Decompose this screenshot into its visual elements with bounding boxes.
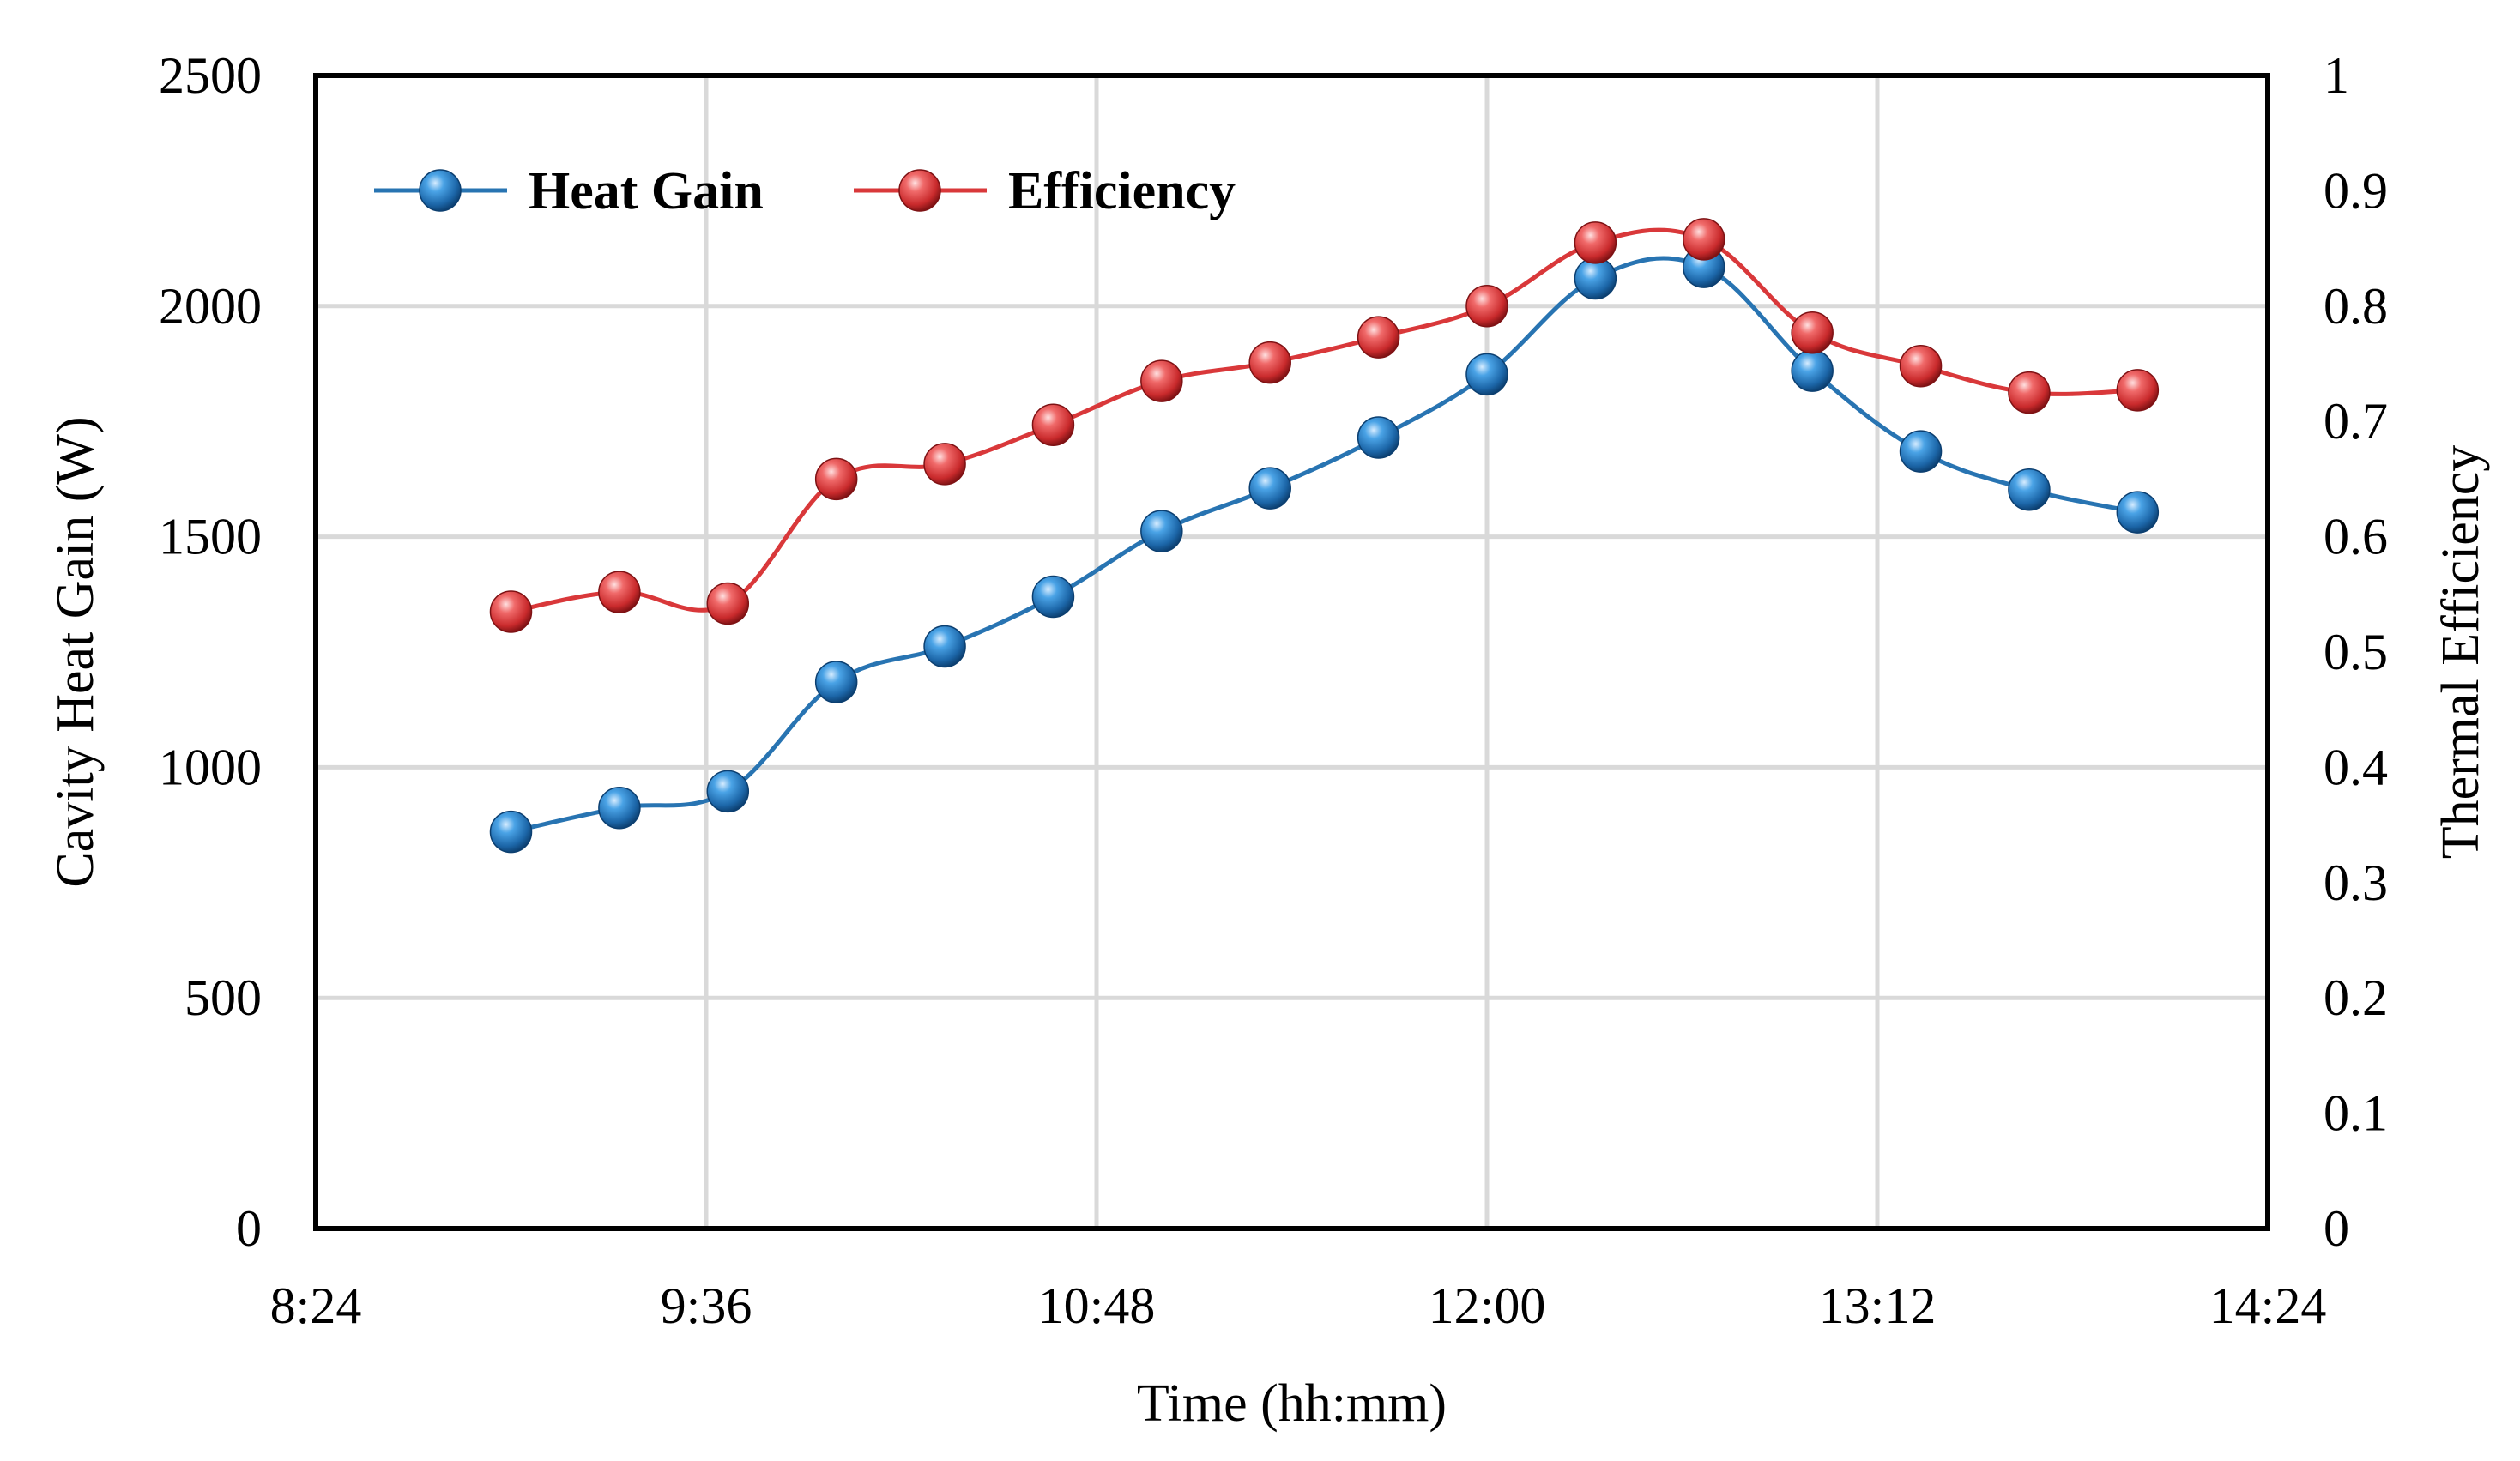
y-right-tick-label: 0.8 [2324, 278, 2388, 335]
data-point-heat-gain [923, 625, 966, 668]
x-tick-label: 8:24 [270, 1277, 362, 1334]
grid-lines [313, 73, 2270, 1231]
data-point-heat-gain [1357, 416, 1400, 459]
data-point-heat-gain [1031, 575, 1075, 619]
legend: Heat Gain Efficiency [374, 162, 1236, 220]
y-right-axis-title: Thermal Efficiency [2432, 445, 2490, 860]
data-point-heat-gain [1899, 430, 1943, 473]
data-point-heat-gain [2008, 468, 2051, 511]
legend-label-efficiency: Efficiency [1008, 162, 1236, 220]
series-efficiency [489, 218, 2160, 633]
y-left-tick-label: 2500 [159, 47, 262, 104]
x-tick-label: 9:36 [661, 1277, 752, 1334]
x-tick-label: 13:12 [1819, 1277, 1937, 1334]
data-point-efficiency [1683, 218, 1725, 261]
y-left-tick-label: 0 [236, 1200, 262, 1257]
y-right-tick-label: 0.2 [2324, 969, 2388, 1026]
x-axis-title: Time (hh:mm) [1137, 1374, 1447, 1433]
data-point-efficiency [1574, 221, 1617, 264]
data-point-heat-gain [598, 786, 641, 830]
y-right-tick-label: 0.4 [2324, 739, 2388, 795]
series-line-efficiency [511, 227, 2138, 614]
series-line-heat-gain [510, 256, 2138, 835]
y-right-tick-label: 0.1 [2324, 1085, 2388, 1142]
data-point-efficiency [1140, 359, 1183, 402]
data-point-efficiency [706, 582, 750, 625]
data-point-heat-gain [1248, 467, 1291, 510]
data-point-heat-gain [1574, 257, 1617, 300]
data-point-efficiency [1031, 403, 1075, 446]
legend-marker-heat-gain [419, 169, 462, 212]
data-point-heat-gain [2116, 491, 2160, 534]
tick-labels: 8:24 9:36 10:48 12:00 13:12 14:24 0 500 1000 1500… [159, 47, 2388, 1334]
x-tick-label: 10:48 [1038, 1277, 1156, 1334]
y-right-tick-label: 0 [2324, 1200, 2349, 1257]
y-right-tick-label: 0.6 [2324, 509, 2388, 565]
data-point-efficiency [1357, 316, 1400, 359]
y-left-tick-label: 500 [184, 969, 262, 1026]
y-right-tick-label: 0.3 [2324, 854, 2388, 911]
data-point-efficiency [2008, 371, 2051, 414]
data-point-efficiency [1791, 311, 1834, 354]
y-left-axis-title: Cavity Heat Gain (W) [46, 416, 105, 887]
y-left-tick-label: 2000 [159, 278, 262, 335]
legend-item-heat-gain: Heat Gain [374, 162, 764, 220]
data-point-heat-gain [706, 770, 750, 813]
data-point-efficiency [1248, 341, 1291, 384]
data-point-efficiency [1465, 285, 1508, 328]
data-point-heat-gain [489, 810, 533, 854]
y-right-tick-label: 0.9 [2324, 162, 2388, 219]
data-point-heat-gain [1791, 349, 1834, 392]
data-point-efficiency [814, 457, 858, 501]
data-point-efficiency [1899, 344, 1943, 388]
data-point-heat-gain [814, 661, 858, 703]
y-right-tick-label: 0.7 [2324, 393, 2388, 450]
x-tick-label: 12:00 [1429, 1277, 1546, 1334]
y-left-tick-label: 1000 [159, 739, 262, 795]
x-tick-label: 14:24 [2209, 1277, 2327, 1334]
data-point-efficiency [2116, 369, 2160, 412]
data-point-heat-gain [1140, 510, 1183, 552]
series-layer [489, 218, 2160, 854]
y-right-tick-label: 1 [2324, 47, 2349, 104]
y-left-tick-label: 1500 [159, 509, 262, 565]
series-heat-gain [489, 245, 2160, 854]
data-point-efficiency [489, 590, 533, 633]
legend-marker-efficiency [898, 169, 941, 212]
legend-item-efficiency: Efficiency [854, 162, 1236, 220]
data-point-efficiency [923, 443, 966, 486]
y-right-tick-label: 0.5 [2324, 624, 2388, 680]
data-point-heat-gain [1465, 353, 1508, 396]
legend-label-heat-gain: Heat Gain [529, 162, 764, 220]
data-point-efficiency [598, 571, 641, 613]
plot-area-frame [313, 73, 2270, 1231]
